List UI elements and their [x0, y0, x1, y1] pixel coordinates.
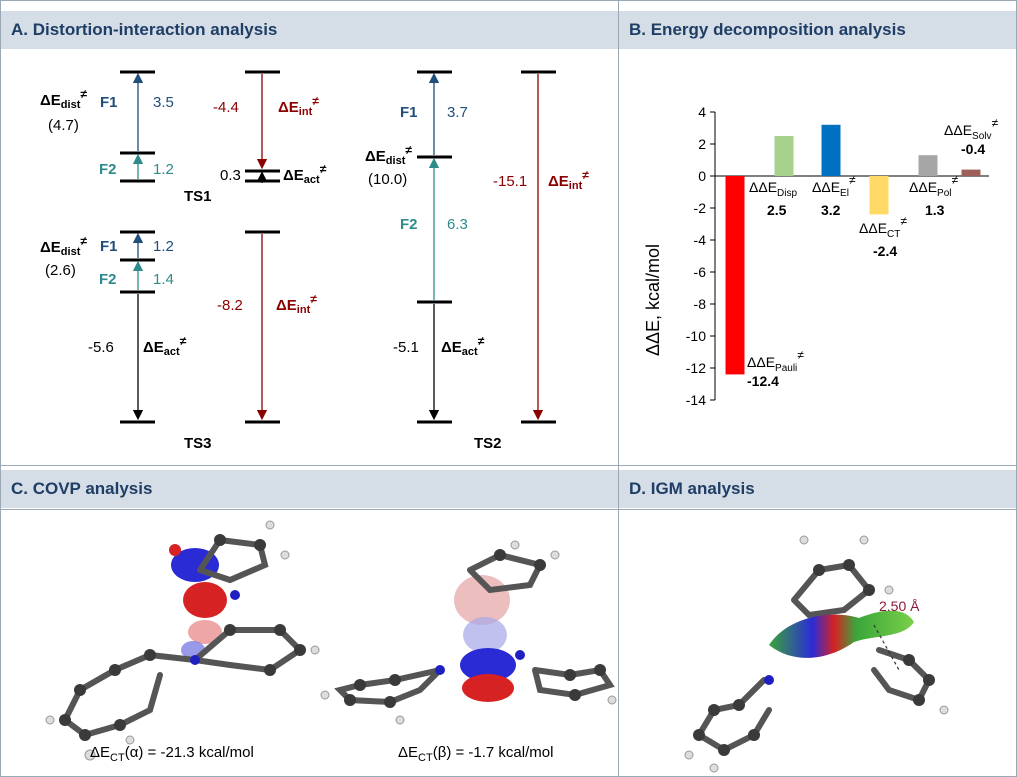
chart-ytick-label: 0	[698, 168, 706, 184]
ts1-levels	[120, 70, 280, 183]
ts3-int-value: -8.2	[217, 297, 243, 314]
ts2-f2-label: F2	[400, 216, 418, 233]
panel-c-header: C. COVP analysis	[1, 470, 618, 508]
chart-ytick-label: -4	[694, 232, 707, 248]
chart-ylabel: ΔΔE, kcal/mol	[643, 244, 663, 356]
covp-alpha-structure	[45, 520, 320, 761]
ts2-int-label: ΔEint≠	[548, 168, 589, 192]
bar-pol	[918, 155, 938, 176]
ts1-f1-label: F1	[100, 94, 118, 111]
ts1-f2-value: 1.2	[153, 161, 174, 178]
bar-label-pauli: ΔΔEPauli≠	[747, 348, 804, 374]
bar-solv	[961, 169, 981, 176]
ts2-f2-value: 6.3	[447, 216, 468, 233]
covp-molecules: ΔECT(α) = -21.3 kcal/mol ΔECT(β) = -1.7 …	[45, 520, 617, 764]
divider-vertical-top	[618, 0, 619, 777]
chart-ytick-label: -14	[686, 392, 706, 408]
ts3-f1-label: F1	[100, 238, 118, 255]
ts3-levels	[120, 230, 280, 424]
bar-value-pol: 1.3	[925, 202, 945, 218]
ts1-int-label: ΔEint≠	[278, 94, 319, 118]
bar-label-ct: ΔΔECT≠	[859, 214, 907, 240]
bar-disp	[774, 136, 794, 176]
eda-bar-chart: ΔΔE, kcal/mol 4 2 0 -2 -4 -6 -8 -10 -12 -14 ΔΔEPa…	[643, 104, 999, 408]
ts2-dist-total: (10.0)	[368, 171, 407, 188]
ts3-dist-label: ΔEdist≠	[40, 234, 87, 258]
chart-ytick-label: -10	[686, 328, 706, 344]
covp-beta-structure	[320, 540, 617, 725]
ts1-int-value: -4.4	[213, 99, 239, 116]
ts2-int-value: -15.1	[493, 173, 527, 190]
ts1-dist-total: (4.7)	[48, 117, 79, 134]
ts3-name: TS3	[184, 435, 212, 452]
ts1-dist-label: ΔE	[40, 92, 61, 109]
chart-ytick-label: 4	[698, 104, 706, 120]
ts1-act-value: 0.3	[220, 167, 241, 184]
ts1-act-label: ΔEact≠	[283, 162, 327, 186]
ts1-name: TS1	[184, 188, 212, 205]
ts2-dist-label: ΔEdist≠	[365, 143, 412, 167]
ts3-int-label: ΔEint≠	[276, 292, 317, 316]
bar-value-ct: -2.4	[873, 243, 897, 259]
bar-value-el: 3.2	[821, 202, 841, 218]
bar-label-disp: ΔΔEDisp	[749, 179, 797, 199]
igm-distance-line	[873, 624, 900, 671]
panel-b-header: B. Energy decomposition analysis	[619, 11, 1016, 49]
ts3-f2-label: F2	[99, 271, 117, 288]
ts3-act-label: ΔEact≠	[143, 334, 187, 358]
igm-distance-label: 2.50 Å	[879, 598, 920, 614]
igm-isosurface	[769, 610, 914, 658]
bar-el	[821, 124, 841, 176]
bar-value-solv: -0.4	[961, 141, 985, 157]
covp-alpha-label: ΔECT(α) = -21.3 kcal/mol	[90, 744, 254, 764]
ts2-name: TS2	[474, 435, 502, 452]
ts2-levels	[417, 70, 556, 424]
bar-label-el: ΔΔEEl≠	[812, 173, 856, 199]
bar-ct	[869, 176, 889, 215]
bar-value-disp: 2.5	[767, 202, 787, 218]
ts1-f2-label: F2	[99, 161, 117, 178]
panel-d-header: D. IGM analysis	[619, 470, 1016, 508]
ts2-f1-label: F1	[400, 104, 418, 121]
chart-ytick-label: -12	[686, 360, 706, 376]
ts2-act-value: -5.1	[393, 339, 419, 356]
ts3-f1-value: 1.2	[153, 238, 174, 255]
ts3-act-value: -5.6	[88, 339, 114, 356]
chart-ytick-label: 2	[698, 136, 706, 152]
ts2-f1-value: 3.7	[447, 104, 468, 121]
chart-ytick-label: -8	[694, 296, 707, 312]
ts3-f2-value: 1.4	[153, 271, 174, 288]
bar-label-solv: ΔΔESolv≠	[944, 116, 999, 142]
bar-pauli	[725, 176, 745, 375]
ts3-dist-total: (2.6)	[45, 262, 76, 279]
panel-a-header: A. Distortion-interaction analysis	[1, 11, 618, 49]
panel-a-diagram: ΔEdist≠ (4.7) F1 3.5 F2 1.2 -4.4 ΔEint≠ …	[40, 70, 589, 452]
igm-structure: 2.50 Å	[684, 535, 949, 773]
chart-ytick-label: -2	[694, 200, 707, 216]
chart-ytick-label: -6	[694, 264, 707, 280]
bar-value-pauli: -12.4	[747, 373, 779, 389]
svg-text:ΔEdist≠: ΔEdist≠	[40, 87, 87, 111]
ts1-f1-value: 3.5	[153, 94, 174, 111]
divider-bottom-header	[0, 509, 1017, 510]
divider-horizontal	[0, 465, 1017, 466]
ts2-act-label: ΔEact≠	[441, 334, 485, 358]
covp-beta-label: ΔECT(β) = -1.7 kcal/mol	[398, 744, 553, 764]
bar-label-pol: ΔΔEPol≠	[909, 173, 959, 199]
